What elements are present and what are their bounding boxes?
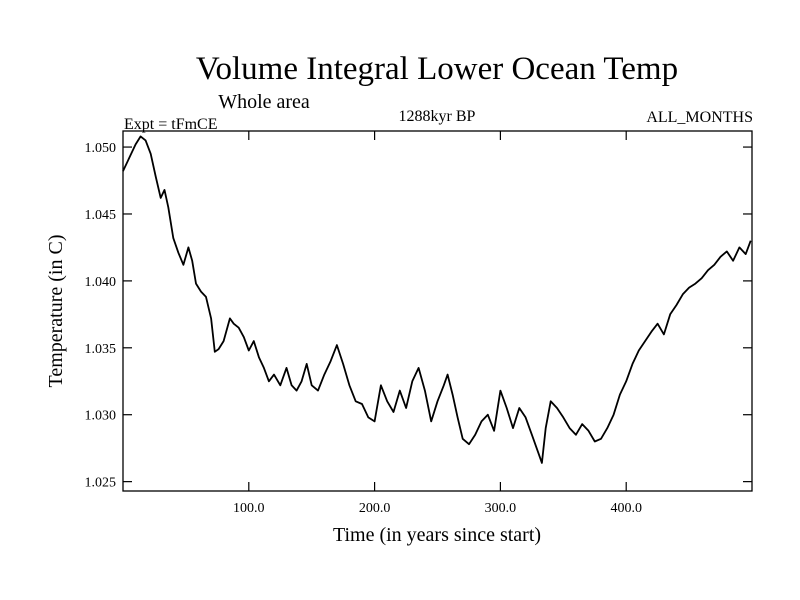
x-tick-label: 400.0 (610, 501, 642, 516)
x-tick-label: 300.0 (485, 501, 517, 516)
y-tick-label: 1.040 (85, 275, 117, 290)
x-tick-label: 100.0 (233, 501, 265, 516)
y-axis: 1.025 1.030 1.035 1.040 1.045 1.050 (85, 141, 752, 491)
x-tick-label: 200.0 (359, 501, 391, 516)
chart-title: Volume Integral Lower Ocean Temp (196, 51, 678, 87)
y-tick-label: 1.035 (85, 342, 117, 357)
x-axis: 100.0 200.0 300.0 400.0 (233, 131, 642, 516)
y-tick-label: 1.030 (85, 409, 117, 424)
months-label: ALL_MONTHS (646, 109, 753, 126)
temperature-series-line (122, 135, 752, 464)
y-tick-label: 1.050 (85, 141, 117, 156)
chart-subtitle: Whole area (218, 91, 310, 113)
experiment-label: Expt = tFmCE (124, 116, 217, 133)
y-tick-label: 1.025 (85, 476, 117, 491)
y-axis-label: Temperature (in C) (45, 235, 67, 388)
x-axis-label: Time (in years since start) (333, 524, 541, 546)
plot-frame (122, 130, 753, 492)
y-tick-label: 1.045 (85, 208, 117, 223)
period-label: 1288kyr BP (399, 108, 476, 125)
